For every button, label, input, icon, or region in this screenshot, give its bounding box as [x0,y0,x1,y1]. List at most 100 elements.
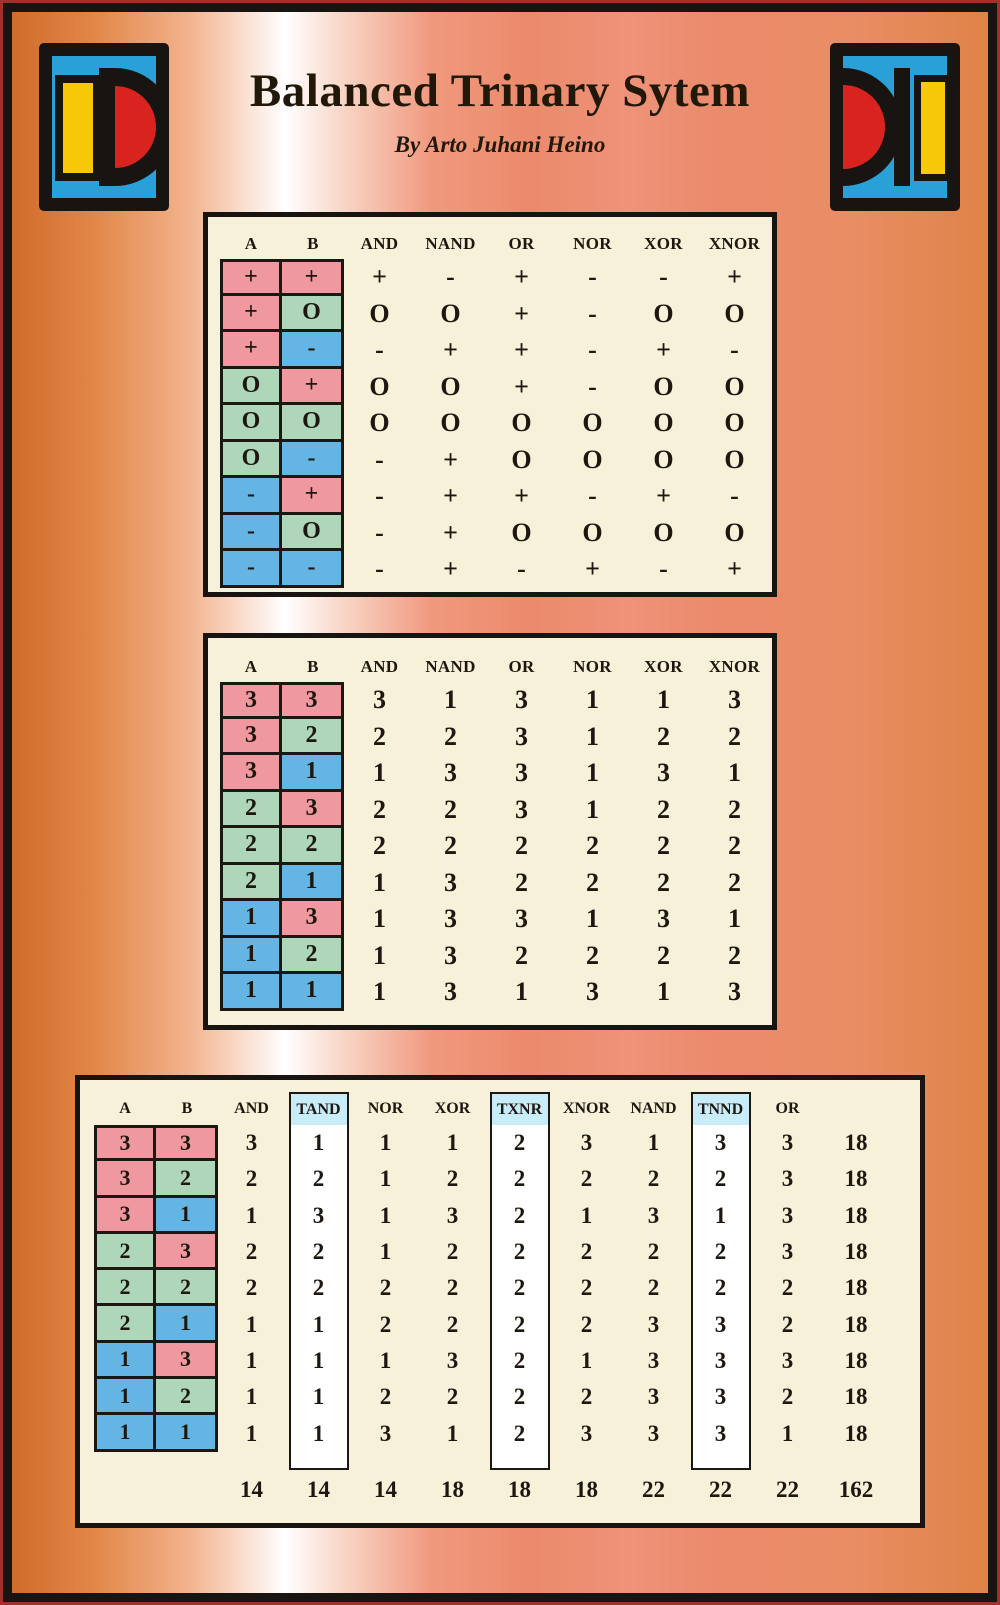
value-tnnd: 3 [690,1342,751,1380]
spacer-cell [156,1452,218,1470]
value-and: 1 [373,977,386,1007]
value-nand: 2 [647,1166,660,1192]
ic-emblem-icon [39,43,174,211]
column-header-a: A [244,657,258,676]
value-xor: 1 [446,1130,459,1156]
value-or: + [514,481,529,511]
total-xor: 18 [441,1476,464,1502]
value-nand: 3 [647,1420,660,1446]
value-b: 3 [279,788,344,828]
value-nand: + [443,517,458,547]
row-sum: 18 [844,1130,868,1156]
value-or: 3 [781,1347,794,1373]
value-or: 2 [515,831,528,861]
value-nor: 2 [379,1384,392,1410]
value-nand: + [443,481,458,511]
value-xnor: - [730,481,739,511]
value-nor: + [585,554,600,584]
spacer-cell [620,1452,687,1470]
total-txnr: 18 [508,1476,531,1502]
row-sum: 18 [844,1347,868,1373]
value-nor: 1 [379,1166,392,1192]
value-xor: 1 [657,685,670,715]
value-or: + [514,371,529,401]
value-xor: 2 [446,1275,459,1301]
value-nor: 1 [586,794,599,824]
value-nand: 3 [444,867,457,897]
column-header-and: AND [234,1099,269,1117]
value-or: 1 [781,1420,794,1446]
value-b: + [279,475,344,515]
totals-empty-b [156,1470,218,1510]
value-and: 2 [245,1275,258,1301]
value-b: - [279,329,344,369]
gradient-background: Balanced Trinary Sytem By Arto Juhani He… [12,12,988,1593]
value-nand: 3 [444,977,457,1007]
column-header-nand: NAND [630,1099,677,1117]
value-b: 3 [153,1339,218,1380]
value-or: 1 [515,977,528,1007]
value-nand: + [443,335,458,365]
value-or: 2 [515,867,528,897]
value-xor: O [653,298,674,328]
value-nand: - [446,262,455,292]
value-txnr: 2 [489,1379,550,1416]
total-tnnd: 22 [709,1476,732,1502]
value-xor: + [656,481,671,511]
table-row: 3 1 1 3 1 3 2 1 3 1 3 18 [80,1194,920,1234]
column-header-b: B [181,1099,193,1117]
value-xnor: 3 [580,1130,593,1156]
column-header-and: AND [360,234,399,253]
value-xor: 3 [657,758,670,788]
value-nor: 2 [379,1275,392,1301]
value-nor: O [582,408,603,438]
value-or: O [511,444,532,474]
table-row: O + O O + - O O [208,365,772,405]
spacer-cell [754,1452,821,1470]
value-a: - [220,511,282,551]
ic-emblem-mirrored-icon [830,43,960,211]
header-row: A B AND NAND OR NOR XOR XNOR [208,652,772,682]
value-nor: O [582,517,603,547]
value-txnr: 2 [489,1197,550,1234]
value-tand: 3 [288,1197,349,1234]
value-txnr: 2 [489,1270,550,1307]
value-b: 3 [279,682,344,719]
value-b: 3 [153,1230,218,1271]
column-header-b: B [307,657,319,676]
value-xnor: 3 [728,685,741,715]
page-title: Balanced Trinary Sytem [249,65,751,117]
value-nor: 1 [379,1347,392,1373]
spacer-cell [489,1451,550,1470]
value-xor: 2 [657,794,670,824]
value-or: 2 [515,940,528,970]
column-header-tnnd: TNND [690,1092,751,1125]
column-header-xnor: XNOR [708,657,761,676]
value-and: 1 [373,940,386,970]
value-nand: 2 [444,794,457,824]
value-or: 2 [781,1384,794,1410]
value-nor: O [582,444,603,474]
value-and: O [369,408,390,438]
value-xnor: 2 [728,831,741,861]
value-xor: O [653,408,674,438]
spacer-cell [94,1452,156,1470]
value-b: 2 [279,934,344,974]
value-and: 1 [245,1347,258,1373]
column-header-xnor: XNOR [708,234,761,253]
value-and: O [369,371,390,401]
value-xor: 2 [657,940,670,970]
value-nor: - [588,298,597,328]
value-txnr: 2 [489,1125,550,1162]
value-and: - [375,517,384,547]
value-and: - [375,335,384,365]
value-xor: + [656,335,671,365]
value-and: 1 [245,1202,258,1228]
total-nand: 22 [642,1476,665,1502]
value-tnnd: 3 [690,1306,751,1343]
value-xor: 3 [446,1347,459,1373]
